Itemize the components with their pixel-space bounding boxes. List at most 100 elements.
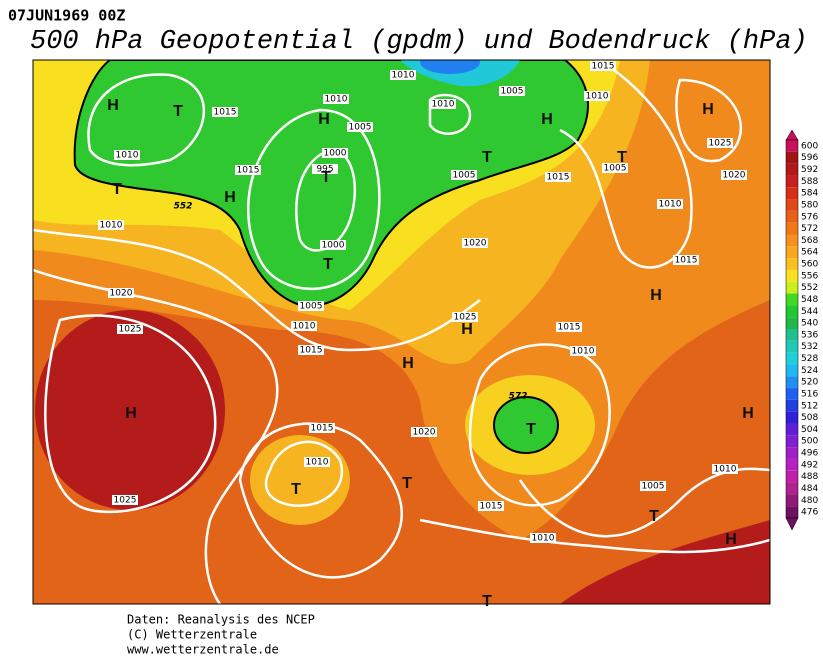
isobar-label: 1015 [214,108,237,118]
colorbar-swatch [786,199,798,211]
pressure-center: T [482,593,492,610]
colorbar-swatch [786,364,798,377]
colorbar-label: 476 [801,508,818,518]
isobar-label-box [98,220,124,230]
isobar-label: 1005 [642,482,665,492]
colorbar-label: 548 [801,295,818,305]
colorbar-label: 596 [801,153,818,163]
blue-zone [420,60,480,74]
colorbar-swatch [786,234,798,247]
colorbar-label: 524 [801,366,818,376]
pressure-center: T [291,481,301,498]
colorbar-swatch [786,140,798,152]
colorbar-label: 556 [801,271,818,281]
colorbar-label: 572 [801,224,818,234]
pressure-center: T [112,181,122,198]
isobar-label: 1015 [237,166,260,176]
isobar-label-box [451,170,477,180]
pressure-center: T [617,149,627,166]
colorbar-swatch [786,352,798,365]
colorbar-swatch [786,258,798,270]
isobar-label: 1010 [293,322,316,332]
colorbar-label: 488 [801,472,818,482]
isobar-label-box [411,427,437,437]
colorbar-label: 480 [801,496,818,506]
colorbar-swatch [786,163,798,176]
colorbar-label: 592 [801,165,818,175]
colorbar-label: 484 [801,484,818,494]
colorbar-label: 600 [801,141,818,151]
isobar-label: 1020 [723,171,746,181]
isobar-label-box [309,423,335,433]
colorbar-label: 496 [801,449,818,459]
colorbar-swatch [786,340,798,353]
pressure-center: H [318,111,330,128]
colorbar-swatch [786,329,798,341]
colorbar-swatch [786,305,798,318]
isobar-label: 1010 [532,534,555,544]
colorbar-label: 512 [801,401,818,411]
isobar-label: 995 [316,165,333,175]
isobar-label: 1010 [432,100,455,110]
red-zone [560,520,770,604]
footer-line: (C) Wetterzentrale [127,628,257,642]
contour-label: 552 [174,202,193,212]
isobar-label-box [304,457,330,467]
colorbar-swatch [786,187,798,200]
colorbar-label: 580 [801,200,818,210]
colorbar-swatch [786,435,798,448]
isobar-label: 1015 [300,346,323,356]
isobar-label-box [584,91,610,101]
isobar-label-box [556,322,582,332]
footer-line: www.wetterzentrale.de [127,643,279,657]
isobar-label-box [590,61,616,71]
colorbar-label: 528 [801,354,818,364]
colorbar-swatch [786,376,798,389]
isobar-label: 1005 [453,171,476,181]
isobar-label: 1015 [592,62,615,72]
isobar-label-box [347,122,373,132]
colorbar-swatch [786,458,798,471]
isobar-label: 1020 [110,289,133,299]
isobar-label-box [530,533,556,543]
colorbar-label: 540 [801,319,818,329]
isobar-label-box [673,255,699,265]
isobar-label: 1015 [311,424,334,434]
colorbar-swatch [786,246,798,259]
colorbar-label: 492 [801,460,818,470]
colorbar-label: 568 [801,236,818,246]
colorbar-label: 588 [801,177,818,187]
colorbar-arrow [785,517,799,531]
isobar-label: 1015 [480,502,503,512]
isobar-label: 1015 [547,173,570,183]
pressure-center: H [725,531,737,548]
colorbar-label: 516 [801,389,818,399]
colorbar-swatch [786,293,798,306]
isobar-label-box [108,288,134,298]
colorbar-swatch [786,482,798,495]
colorbar-swatch [786,222,798,235]
colorbar-swatch [786,175,798,188]
colorbar-swatch [786,470,798,483]
pressure-center: H [702,101,714,118]
isobar-label: 1010 [586,92,609,102]
isobar-label: 1010 [100,221,123,231]
isobar-label: 1005 [349,123,372,133]
isobar-label-box [112,495,138,505]
isobar-label: 1010 [572,347,595,357]
pressure-center: T [649,508,659,525]
isobar-label: 1010 [116,151,139,161]
colorbar-swatch [786,210,798,223]
isobar-label-box [298,345,324,355]
isobar-label: 1005 [300,302,323,312]
isobar-label-box [602,163,628,173]
pressure-center: H [125,405,137,422]
isobar-label: 1010 [392,71,415,81]
colorbar-swatch [786,423,798,436]
isobar-label-box [114,150,140,160]
colorbar-label: 576 [801,212,818,222]
isobar-label: 1020 [464,239,487,249]
isobar-label: 1025 [709,139,732,149]
isobar-label: 1005 [604,164,627,174]
